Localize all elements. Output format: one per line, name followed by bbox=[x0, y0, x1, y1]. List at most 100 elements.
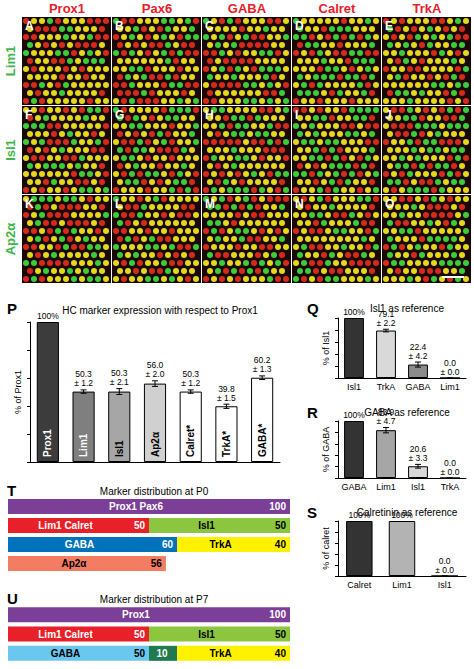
svg-text:GABA: GABA bbox=[51, 648, 80, 659]
svg-text:50: 50 bbox=[275, 629, 287, 640]
svg-text:Lim1: Lim1 bbox=[392, 580, 412, 590]
svg-text:± 2.0: ± 2.0 bbox=[146, 369, 165, 379]
svg-text:Calret*: Calret* bbox=[185, 425, 196, 457]
svg-text:50.3: 50.3 bbox=[111, 368, 128, 379]
svg-text:Isl1: Isl1 bbox=[198, 629, 215, 640]
svg-text:GABA: GABA bbox=[65, 539, 94, 550]
svg-text:Isl1: Isl1 bbox=[114, 440, 125, 457]
svg-text:± 1.2: ± 1.2 bbox=[74, 378, 93, 388]
svg-text:Prox1: Prox1 bbox=[122, 609, 150, 620]
svg-text:HC marker expression with resp: HC marker expression with respect to Pro… bbox=[62, 305, 258, 316]
svg-text:O: O bbox=[385, 197, 394, 211]
svg-text:L: L bbox=[115, 197, 122, 211]
svg-text:% of calret: % of calret bbox=[321, 527, 331, 570]
svg-text:50: 50 bbox=[134, 520, 146, 531]
svg-text:Calretinin as reference: Calretinin as reference bbox=[357, 507, 458, 518]
svg-text:D: D bbox=[295, 19, 304, 33]
svg-text:Isl1 as reference: Isl1 as reference bbox=[370, 303, 444, 314]
svg-text:100%: 100% bbox=[343, 410, 365, 420]
svg-text:P: P bbox=[7, 300, 17, 317]
svg-text:10: 10 bbox=[157, 648, 169, 659]
svg-text:56.0: 56.0 bbox=[146, 360, 164, 371]
svg-text:G: G bbox=[115, 108, 124, 122]
svg-text:Ap2α: Ap2α bbox=[3, 223, 18, 256]
svg-text:± 4.2: ± 4.2 bbox=[409, 351, 428, 361]
svg-text:Calret: Calret bbox=[319, 1, 357, 16]
svg-text:GABA: GABA bbox=[228, 1, 267, 16]
svg-text:Ap2α: Ap2α bbox=[61, 558, 87, 569]
svg-text:50.3: 50.3 bbox=[182, 369, 199, 380]
svg-text:100%: 100% bbox=[343, 307, 365, 317]
svg-text:S: S bbox=[307, 504, 317, 521]
svg-text:% of Prox1: % of Prox1 bbox=[13, 370, 23, 414]
svg-text:60: 60 bbox=[162, 539, 174, 550]
svg-text:Isl1: Isl1 bbox=[347, 382, 361, 392]
svg-text:± 0.0: ± 0.0 bbox=[441, 467, 460, 477]
svg-text:TrkA: TrkA bbox=[413, 1, 443, 16]
svg-text:C: C bbox=[205, 19, 214, 33]
svg-text:Lim1: Lim1 bbox=[376, 482, 396, 492]
svg-text:± 2.1: ± 2.1 bbox=[110, 377, 129, 387]
svg-text:N: N bbox=[295, 197, 304, 211]
svg-text:J: J bbox=[385, 108, 392, 122]
svg-text:± 1.2: ± 1.2 bbox=[181, 378, 200, 388]
svg-text:± 1.3: ± 1.3 bbox=[253, 364, 272, 374]
svg-text:100%: 100% bbox=[37, 311, 59, 321]
svg-text:GABA: GABA bbox=[341, 482, 366, 492]
svg-text:TrkA: TrkA bbox=[209, 539, 231, 550]
svg-text:GABA*: GABA* bbox=[257, 424, 268, 457]
svg-text:± 0.0: ± 0.0 bbox=[441, 367, 460, 377]
svg-text:50.3: 50.3 bbox=[75, 369, 92, 380]
svg-text:K: K bbox=[25, 197, 34, 211]
svg-text:Q: Q bbox=[307, 300, 319, 317]
svg-text:100: 100 bbox=[269, 501, 286, 512]
svg-text:56: 56 bbox=[151, 558, 163, 569]
svg-text:± 0.0: ± 0.0 bbox=[435, 565, 454, 575]
svg-text:E: E bbox=[385, 19, 393, 33]
svg-text:39.8: 39.8 bbox=[218, 383, 235, 394]
svg-text:TrkA: TrkA bbox=[441, 482, 460, 492]
svg-text:R: R bbox=[307, 404, 318, 421]
svg-text:B: B bbox=[115, 19, 124, 33]
svg-text:Lim1 Calret: Lim1 Calret bbox=[38, 629, 93, 640]
svg-text:T: T bbox=[7, 482, 16, 499]
svg-text:Isl1: Isl1 bbox=[198, 520, 215, 531]
svg-text:Marker distribution at P7: Marker distribution at P7 bbox=[100, 594, 209, 605]
svg-text:H: H bbox=[205, 108, 214, 122]
svg-text:40: 40 bbox=[275, 539, 287, 550]
svg-text:Lim1: Lim1 bbox=[440, 382, 460, 392]
svg-text:U: U bbox=[7, 590, 18, 607]
svg-text:TrkA: TrkA bbox=[377, 382, 396, 392]
svg-text:% of Isl1: % of Isl1 bbox=[321, 331, 331, 366]
svg-text:% of GABA: % of GABA bbox=[321, 427, 331, 473]
svg-text:Isl1: Isl1 bbox=[438, 580, 452, 590]
svg-text:± 1.5: ± 1.5 bbox=[217, 393, 236, 403]
svg-text:M: M bbox=[205, 197, 215, 211]
svg-text:50: 50 bbox=[134, 629, 146, 640]
svg-text:± 3.3: ± 3.3 bbox=[409, 453, 428, 463]
svg-text:Lim1: Lim1 bbox=[3, 46, 18, 76]
svg-text:GABA: GABA bbox=[405, 382, 430, 392]
svg-text:Ap2α: Ap2α bbox=[150, 431, 161, 457]
svg-text:GABA as reference: GABA as reference bbox=[364, 407, 450, 418]
svg-text:40: 40 bbox=[275, 648, 287, 659]
svg-text:Lim1: Lim1 bbox=[78, 433, 89, 457]
svg-text:Pax6: Pax6 bbox=[142, 1, 172, 16]
svg-text:Isl1: Isl1 bbox=[411, 482, 425, 492]
svg-text:F: F bbox=[25, 108, 32, 122]
svg-text:50: 50 bbox=[275, 520, 287, 531]
svg-text:TrkA*: TrkA* bbox=[221, 431, 232, 457]
svg-text:I: I bbox=[295, 108, 298, 122]
svg-text:TrkA: TrkA bbox=[209, 648, 231, 659]
svg-text:A: A bbox=[25, 19, 34, 33]
svg-text:± 2.2: ± 2.2 bbox=[377, 318, 396, 328]
svg-text:50: 50 bbox=[134, 648, 146, 659]
svg-text:Lim1 Calret: Lim1 Calret bbox=[38, 520, 93, 531]
svg-text:Prox1: Prox1 bbox=[42, 429, 53, 457]
svg-text:Marker distribution at P0: Marker distribution at P0 bbox=[100, 486, 209, 497]
svg-text:100: 100 bbox=[269, 609, 286, 620]
svg-text:Isl1: Isl1 bbox=[3, 139, 18, 161]
svg-text:Calret: Calret bbox=[347, 580, 372, 590]
svg-text:Prox1 Pax6: Prox1 Pax6 bbox=[109, 501, 163, 512]
svg-text:Prox1: Prox1 bbox=[49, 1, 85, 16]
